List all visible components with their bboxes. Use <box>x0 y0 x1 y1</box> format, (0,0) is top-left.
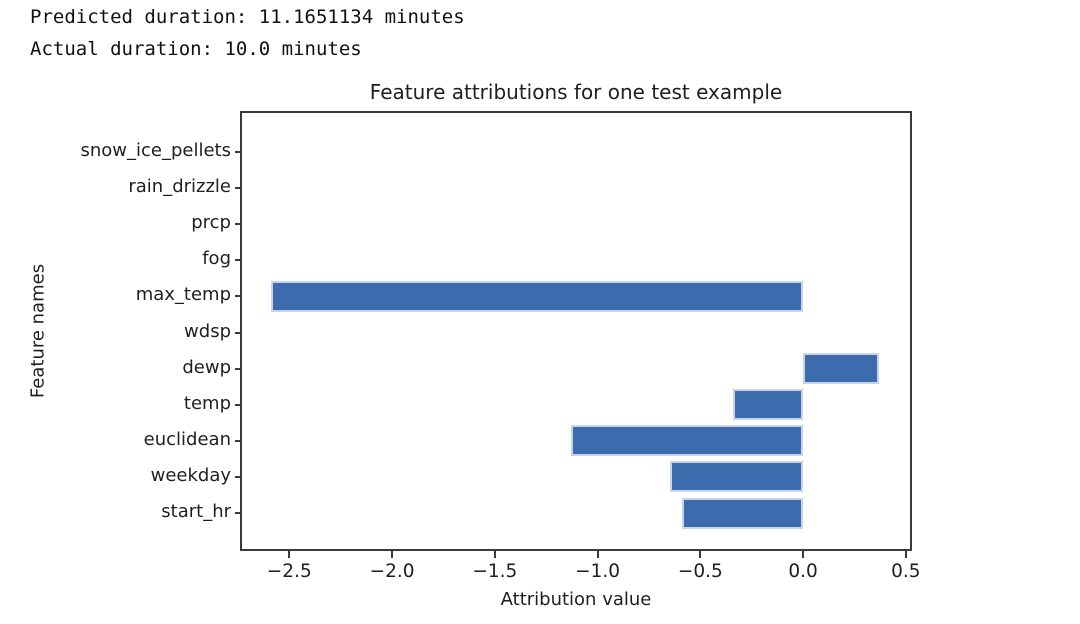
plot-area <box>240 111 912 551</box>
x-tick-label-−0.5: −0.5 <box>677 561 723 582</box>
y-tick-mark <box>235 367 242 370</box>
y-tick-label-weekday: weekday <box>150 464 231 486</box>
bar-temp <box>733 389 804 421</box>
y-tick-label-euclidean: euclidean <box>143 428 231 450</box>
x-tick-mark <box>699 551 702 558</box>
bar-max_temp <box>270 280 804 312</box>
x-tick-mark <box>391 551 394 558</box>
bar-dewp <box>803 353 880 385</box>
x-tick-label-−2.0: −2.0 <box>369 561 415 582</box>
x-tick-mark <box>596 551 599 558</box>
x-tick-mark <box>288 551 291 558</box>
y-tick-label-snow_ice_pellets: snow_ice_pellets <box>80 140 231 161</box>
y-tick-label-start_hr: start_hr <box>161 501 231 522</box>
x-tick-label-0.5: 0.5 <box>891 561 921 582</box>
y-tick-label-wdsp: wdsp <box>184 320 231 342</box>
y-tick-mark <box>235 295 242 298</box>
x-tick-mark <box>493 551 496 558</box>
y-tick-mark <box>235 259 242 262</box>
y-tick-mark <box>235 331 242 334</box>
y-tick-label-rain_drizzle: rain_drizzle <box>128 176 231 198</box>
x-tick-mark <box>904 551 907 558</box>
chart-title: Feature attributions for one test exampl… <box>369 80 783 104</box>
bar-weekday <box>669 461 804 493</box>
x-tick-mark <box>802 551 805 558</box>
actual-duration-text: Actual duration: 10.0 minutes <box>30 38 362 60</box>
y-tick-mark <box>235 439 242 442</box>
x-tick-label-−2.5: −2.5 <box>266 561 312 582</box>
y-tick-label-temp: temp <box>183 392 231 414</box>
x-tick-label-−1.5: −1.5 <box>472 561 518 582</box>
bar-start_hr <box>681 497 804 529</box>
y-tick-label-dewp: dewp <box>182 356 231 378</box>
y-tick-mark <box>235 187 242 190</box>
y-tick-mark <box>235 403 242 406</box>
x-tick-label-−1.0: −1.0 <box>575 561 621 582</box>
y-tick-label-fog: fog <box>202 248 231 270</box>
x-tick-label-0.0: 0.0 <box>788 561 818 582</box>
y-tick-mark <box>235 223 242 226</box>
y-tick-label-prcp: prcp <box>191 212 231 234</box>
bar-euclidean <box>570 425 804 457</box>
y-tick-mark <box>235 151 242 153</box>
y-tick-label-max_temp: max_temp <box>135 284 231 306</box>
y-tick-mark <box>235 475 242 478</box>
x-axis-label: Attribution value <box>500 589 652 610</box>
predicted-duration-text: Predicted duration: 11.1651134 minutes <box>30 6 465 28</box>
y-tick-mark <box>235 512 242 514</box>
